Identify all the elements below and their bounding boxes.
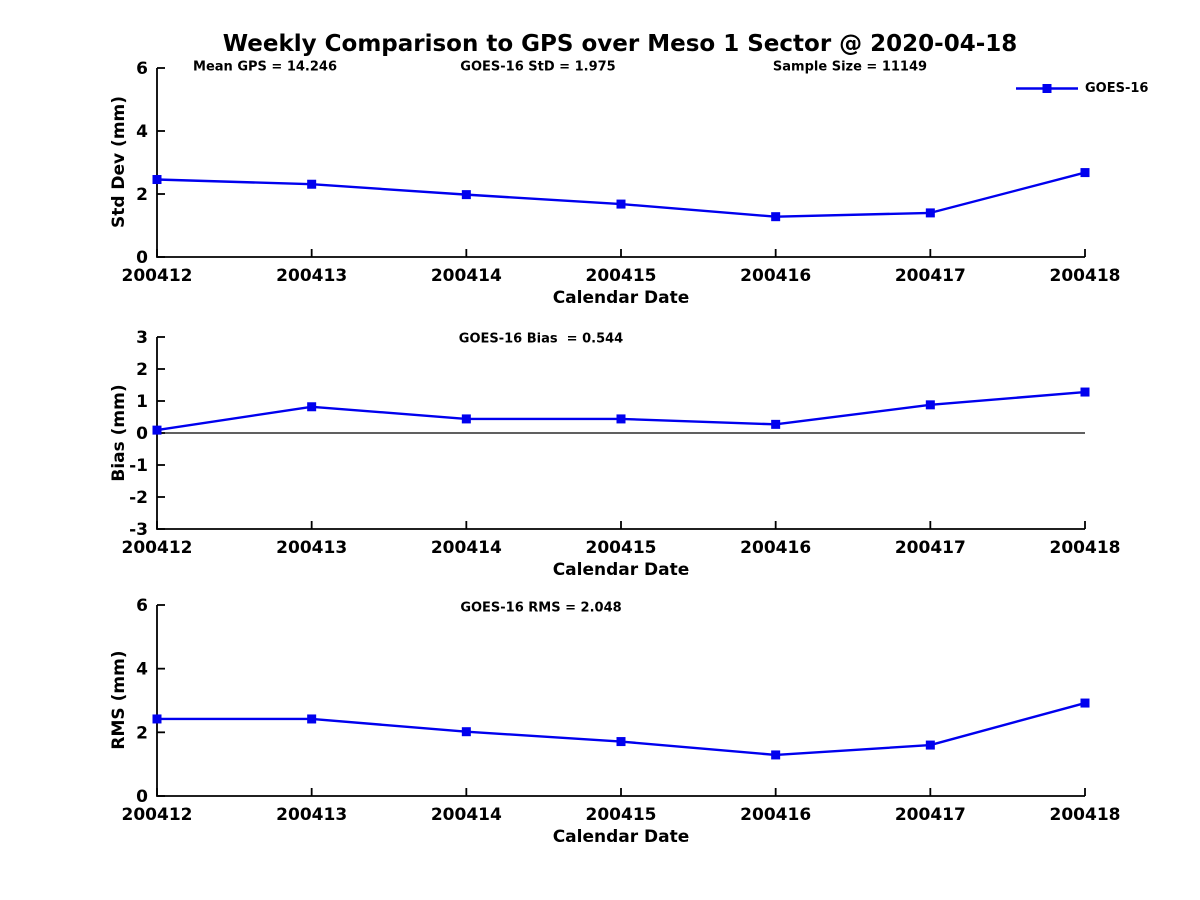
x-tick-label: 200412 (122, 805, 193, 825)
x-tick-label: 200417 (895, 538, 966, 558)
data-point-marker (461, 414, 471, 424)
x-tick-label: 200415 (586, 805, 657, 825)
y-tick-label: -1 (129, 456, 148, 476)
x-tick-label: 200414 (431, 266, 502, 286)
data-point-marker (616, 199, 626, 209)
x-tick-label: 200412 (122, 266, 193, 286)
data-point-marker (771, 212, 781, 222)
x-tick-label: 200414 (431, 805, 502, 825)
annotation-goes16-bias: GOES-16 Bias = 0.544 (458, 331, 624, 347)
legend: GOES-16 (1016, 81, 1148, 96)
subplot-bias: -3 -2 -1 0 1 2 3 200412 200413 200414 200415 200416… (122, 328, 1121, 558)
data-point-marker (307, 179, 317, 189)
y-tick-label: 6 (136, 59, 148, 79)
y-tick-label: 0 (136, 424, 148, 444)
x-tick-label: 200417 (895, 805, 966, 825)
y-tick-label: 1 (136, 392, 148, 412)
y-tick-label: 3 (136, 328, 148, 348)
x-tick-label: 200416 (740, 266, 811, 286)
y-tick-label: 2 (136, 185, 148, 205)
legend-square-marker-icon (1042, 84, 1052, 93)
x-tick-label: 200413 (276, 266, 347, 286)
data-point-marker (307, 402, 317, 412)
annotation-goes16-std: GOES-16 StD = 1.975 (460, 59, 616, 75)
y-tick-label: 0 (136, 248, 148, 268)
figure-title: Weekly Comparison to GPS over Meso 1 Sec… (222, 31, 1018, 57)
data-point-marker (925, 740, 935, 750)
x-tick-label: 200415 (586, 538, 657, 558)
y-tick-label: 6 (136, 596, 148, 616)
data-point-marker (925, 400, 935, 410)
x-tick-label: 200412 (122, 538, 193, 558)
data-point-marker (616, 414, 626, 424)
x-axis-label-subplot-2: Calendar Date (552, 560, 690, 580)
y-tick-label: 2 (136, 723, 148, 743)
x-tick-label: 200413 (276, 538, 347, 558)
data-point-marker (771, 750, 781, 760)
x-tick-label: 200418 (1050, 538, 1121, 558)
x-tick-label: 200416 (740, 538, 811, 558)
x-tick-label: 200413 (276, 805, 347, 825)
data-point-marker (1080, 387, 1090, 397)
data-point-marker (616, 737, 626, 747)
series-line-GOES-16 (156, 171, 1086, 218)
annotation-mean-gps: Mean GPS = 14.246 (193, 59, 337, 75)
data-point-marker (307, 714, 317, 724)
data-point-marker (152, 425, 162, 435)
y-axis-label-std-dev: Std Dev (mm) (109, 95, 129, 229)
x-tick-label: 200416 (740, 805, 811, 825)
y-axis-label-bias: Bias (mm) (109, 384, 129, 482)
y-tick-label: 0 (136, 787, 148, 807)
data-point-marker (152, 714, 162, 724)
data-point-marker (925, 208, 935, 218)
y-tick-label: 2 (136, 360, 148, 380)
annotation-sample-size: Sample Size = 11149 (772, 59, 928, 75)
x-axis-label-subplot-3: Calendar Date (552, 827, 690, 847)
axes-spines (156, 68, 1085, 258)
y-tick-label: 4 (136, 660, 148, 680)
series-line-GOES-16 (157, 701, 1086, 757)
y-axis-label-rms: RMS (mm) (109, 650, 129, 750)
y-tick-label: 4 (136, 122, 148, 142)
x-tick-label: 200417 (895, 266, 966, 286)
y-tick-label: -2 (129, 488, 148, 508)
axes-spines (156, 605, 1085, 797)
annotation-goes16-rms: GOES-16 RMS = 2.048 (460, 600, 622, 616)
legend-line-sample (1016, 84, 1078, 93)
x-tick-label: 200415 (586, 266, 657, 286)
series-line-GOES-16 (156, 390, 1086, 432)
legend-label: GOES-16 (1085, 81, 1149, 96)
x-axis-label-subplot-1: Calendar Date (552, 288, 690, 308)
data-point-marker (771, 419, 781, 429)
x-tick-label: 200418 (1050, 266, 1121, 286)
x-tick-label: 200418 (1050, 805, 1121, 825)
data-point-marker (461, 190, 471, 200)
data-point-marker (152, 175, 162, 185)
subplot-std-dev: 0 2 4 6 200412 200413 200414 200415 200416 200417… (122, 59, 1121, 286)
x-tick-label: 200414 (431, 538, 502, 558)
y-tick-label: -3 (129, 520, 148, 540)
subplot-rms: 0 2 4 6 200412 200413 200414 200415 200416 200417… (122, 596, 1121, 825)
data-point-marker (1080, 168, 1090, 178)
data-point-marker (1080, 698, 1090, 708)
data-point-marker (461, 727, 471, 737)
